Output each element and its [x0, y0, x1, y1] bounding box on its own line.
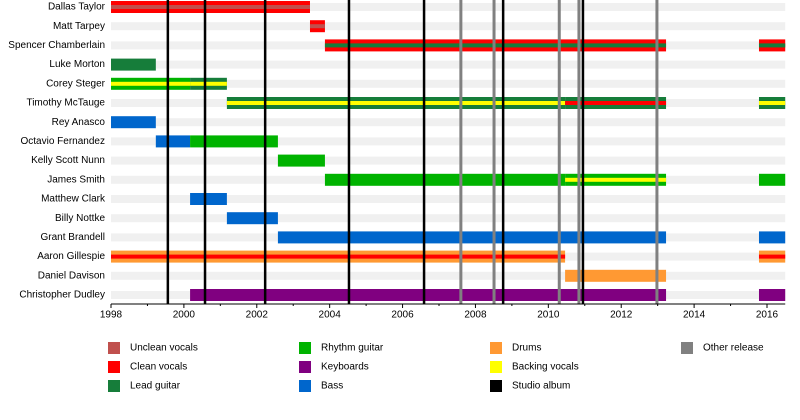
legend-swatch — [299, 342, 311, 354]
period-bar — [324, 173, 566, 186]
legend-swatch — [108, 380, 120, 392]
period-bar — [758, 231, 786, 244]
legend-label: Drums — [512, 343, 541, 354]
row-band — [111, 22, 786, 31]
x-tick-label: 2004 — [319, 310, 342, 321]
legend-swatch — [490, 361, 502, 373]
legend-swatch — [681, 342, 693, 354]
member-label: Dallas Taylor — [48, 2, 106, 13]
member-label: Octavio Fernandez — [21, 136, 106, 147]
legend-label: Lead guitar — [130, 381, 181, 392]
period-stripe — [565, 101, 667, 105]
period-bar — [277, 154, 325, 167]
member-label: Timothy McTauge — [26, 98, 105, 109]
member-label: Kelly Scott Nunn — [31, 155, 105, 166]
period-stripe — [111, 5, 310, 9]
legend-swatch — [299, 361, 311, 373]
period-stripe — [190, 81, 227, 86]
member-label: Luke Morton — [49, 59, 105, 70]
period-stripe — [565, 177, 667, 182]
row-band — [111, 156, 786, 165]
x-tick-label: 2006 — [391, 310, 414, 321]
x-tick-label: 2008 — [464, 310, 487, 321]
legend-label: Rhythm guitar — [321, 343, 384, 354]
period-stripe — [758, 43, 786, 48]
period-bar — [111, 58, 156, 71]
legend-label: Backing vocals — [512, 362, 579, 373]
legend-swatch — [299, 380, 311, 392]
period-stripe — [758, 101, 786, 105]
row-band — [111, 137, 786, 146]
legend-label: Studio album — [512, 381, 570, 392]
period-stripe — [758, 254, 786, 259]
period-stripe — [111, 254, 566, 259]
member-label: Matthew Clark — [41, 194, 106, 205]
row-band — [111, 271, 786, 280]
legend-label: Keyboards — [321, 362, 369, 373]
legend-label: Bass — [321, 381, 343, 392]
x-tick-label: 2000 — [173, 310, 196, 321]
period-bar — [565, 269, 667, 282]
row-band — [111, 60, 786, 69]
x-tick-label: 2014 — [683, 310, 706, 321]
period-bar — [277, 231, 667, 244]
x-tick-label: 2016 — [756, 310, 779, 321]
period-stripe — [309, 24, 325, 29]
period-bar — [111, 116, 156, 129]
legend-swatch — [108, 342, 120, 354]
member-label: Daniel Davison — [38, 270, 105, 281]
x-tick-label: 2010 — [537, 310, 560, 321]
x-tick-label: 2002 — [246, 310, 269, 321]
member-label: Aaron Gillespie — [37, 251, 105, 262]
member-label: Matt Tarpey — [53, 21, 105, 32]
row-band — [111, 214, 786, 223]
member-label: James Smith — [47, 174, 105, 185]
member-label: Grant Brandell — [41, 232, 105, 243]
member-label: Rey Anasco — [52, 117, 106, 128]
period-bar — [190, 135, 278, 148]
row-band — [111, 195, 786, 203]
period-stripe — [111, 81, 191, 86]
period-bar — [190, 193, 227, 205]
legend-swatch — [108, 361, 120, 373]
period-stripe — [226, 101, 566, 105]
legend-label: Clean vocals — [130, 362, 187, 373]
legend-label: Unclean vocals — [130, 343, 198, 354]
x-tick-label: 1998 — [100, 310, 123, 321]
row-band — [111, 3, 786, 11]
member-label: Christopher Dudley — [19, 290, 105, 301]
period-bar — [758, 173, 786, 186]
period-bar — [226, 212, 278, 225]
legend-swatch — [490, 380, 502, 392]
legend-swatch — [490, 342, 502, 354]
period-bar — [190, 289, 667, 301]
period-bar — [758, 289, 786, 301]
member-label: Spencer Chamberlain — [8, 40, 105, 51]
legend-label: Other release — [703, 343, 764, 354]
x-tick-label: 2012 — [610, 310, 633, 321]
member-label: Corey Steger — [46, 78, 106, 89]
member-label: Billy Nottke — [55, 213, 105, 224]
period-bar — [155, 135, 191, 148]
row-band — [111, 118, 786, 127]
row-band — [111, 79, 786, 88]
